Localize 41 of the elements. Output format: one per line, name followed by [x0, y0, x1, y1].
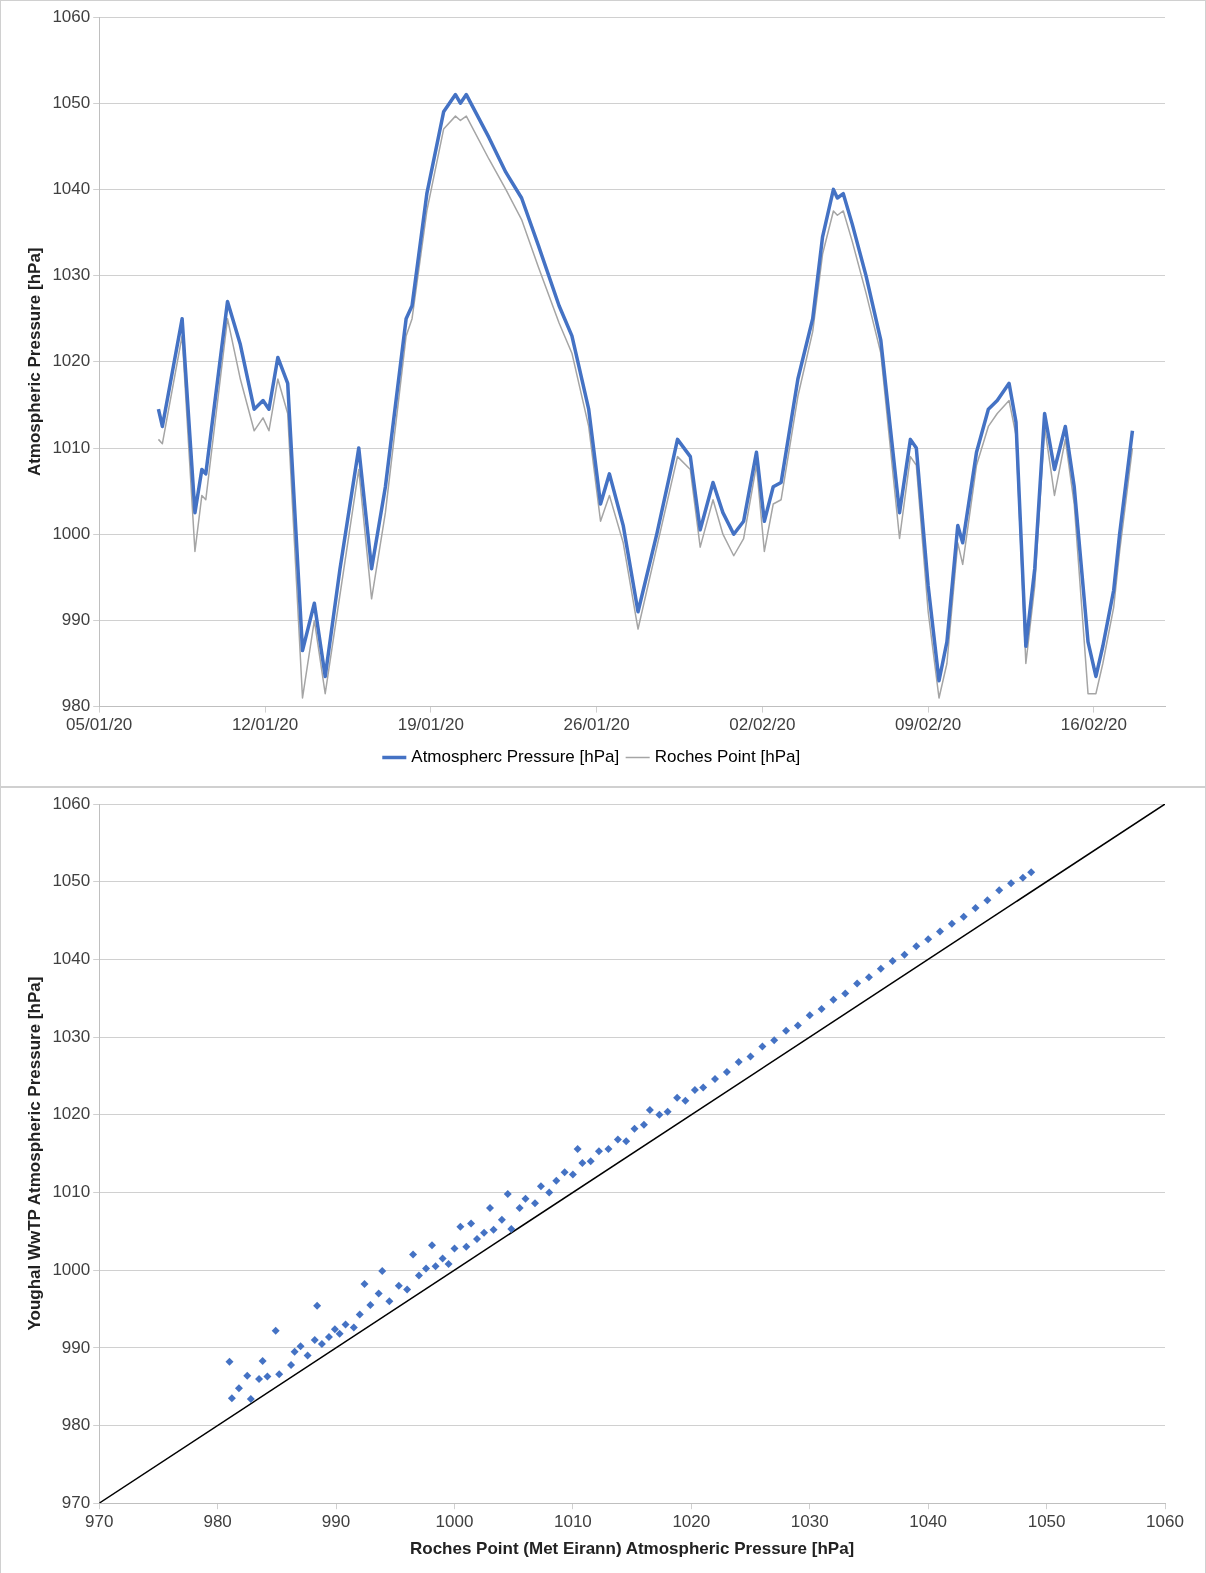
y-tick-label: 1020 [52, 351, 91, 371]
y-tick-label: 1060 [52, 793, 91, 813]
y-tick-label: 1040 [52, 179, 91, 199]
x-tick-label: 26/01/20 [563, 715, 630, 735]
x-tick-label: 1010 [553, 1512, 592, 1532]
x-tick-label: 970 [85, 1512, 114, 1532]
y-tick-label: 1050 [52, 871, 91, 891]
x-tick-label: 1040 [909, 1512, 948, 1532]
y-tick-label: 1020 [52, 1104, 91, 1124]
x-tick-label: 1060 [1146, 1512, 1184, 1532]
y-tick-label: 970 [61, 1492, 91, 1512]
x-tick-label: 19/01/20 [397, 715, 464, 735]
x-tick-label: 1050 [1027, 1512, 1066, 1532]
x-tick-label: 16/02/20 [1060, 715, 1128, 735]
y-tick-label: 1000 [52, 523, 91, 543]
x-tick-label: 1020 [672, 1512, 711, 1532]
y-tick-label: 1010 [52, 437, 91, 457]
y-tick-label: 980 [61, 1415, 91, 1435]
x-tick-label: 02/02/20 [729, 715, 796, 735]
legend-label: Roches Point [hPa] [654, 747, 801, 767]
x-tick-label: 09/02/20 [895, 715, 962, 735]
x-tick-label: 980 [203, 1512, 232, 1532]
y-tick-label: 980 [61, 696, 91, 716]
y-tick-label: 1010 [52, 1182, 91, 1202]
y-tick-label: 990 [61, 610, 91, 630]
y-tick-label: 1030 [52, 1026, 91, 1046]
x-tick-label: 1030 [790, 1512, 829, 1532]
y-tick-label: 1060 [52, 6, 91, 26]
x-tick-label: 990 [321, 1512, 351, 1532]
x-tick-label: 12/01/20 [231, 715, 299, 735]
y-tick-label: 1030 [52, 265, 91, 285]
y-tick-label: 1050 [52, 92, 91, 112]
legend-label: Atmospherc Pressure [hPa] [411, 747, 620, 767]
y-tick-label: 990 [61, 1337, 91, 1357]
y-axis-title: Atmospheric Pressure [hPa] [24, 247, 44, 477]
y-tick-label: 1040 [52, 949, 91, 969]
x-tick-label: 1000 [435, 1512, 474, 1532]
x-tick-label: 05/01/20 [66, 715, 133, 735]
y-axis-title: Youghal WwTP Atmospheric Pressure [hPa] [24, 976, 44, 1331]
y-tick-label: 1000 [52, 1259, 91, 1279]
x-axis-title: Roches Point (Met Eirann) Atmospheric Pressure [hPa] [409, 1539, 855, 1559]
